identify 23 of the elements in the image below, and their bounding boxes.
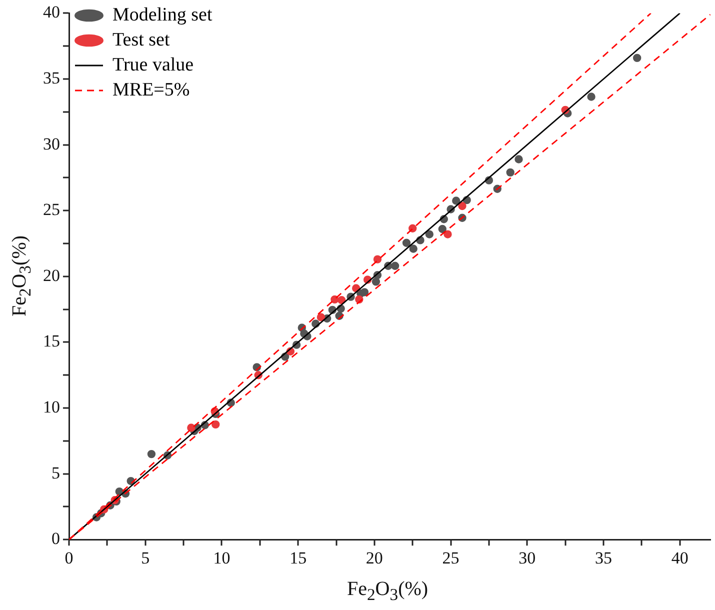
- x-tick-label: 10: [213, 548, 230, 568]
- x-axis-title: Fe$_{2}$O$_{3}$(%): [346, 578, 430, 605]
- x-tick-label: 25: [442, 548, 460, 568]
- legend-label: MRE=5%: [112, 79, 190, 100]
- x-tick-label: 20: [366, 548, 383, 568]
- x-tick-label: 5: [141, 548, 150, 568]
- x-tick-label: 30: [518, 548, 536, 568]
- y-tick-label: 5: [52, 463, 60, 482]
- y-tick-label: 40: [43, 2, 60, 22]
- x-tick-label: 15: [290, 548, 307, 568]
- legend-label: True value: [112, 54, 194, 76]
- y-tick-label: 15: [43, 332, 60, 351]
- x-tick-label: 35: [595, 548, 612, 568]
- x-tick-label: 40: [671, 548, 688, 568]
- y-tick-label: 20: [43, 266, 60, 285]
- y-tick-label: 30: [43, 134, 60, 154]
- y-tick-label: 10: [43, 397, 60, 416]
- x-tick-label: 0: [64, 548, 74, 568]
- y-tick-label: 0: [52, 529, 60, 548]
- legend-label: Test set: [112, 29, 170, 50]
- y-tick-label: 25: [43, 200, 60, 220]
- legend-label: Modeling set: [112, 4, 213, 26]
- y-tick-label: 35: [43, 68, 60, 88]
